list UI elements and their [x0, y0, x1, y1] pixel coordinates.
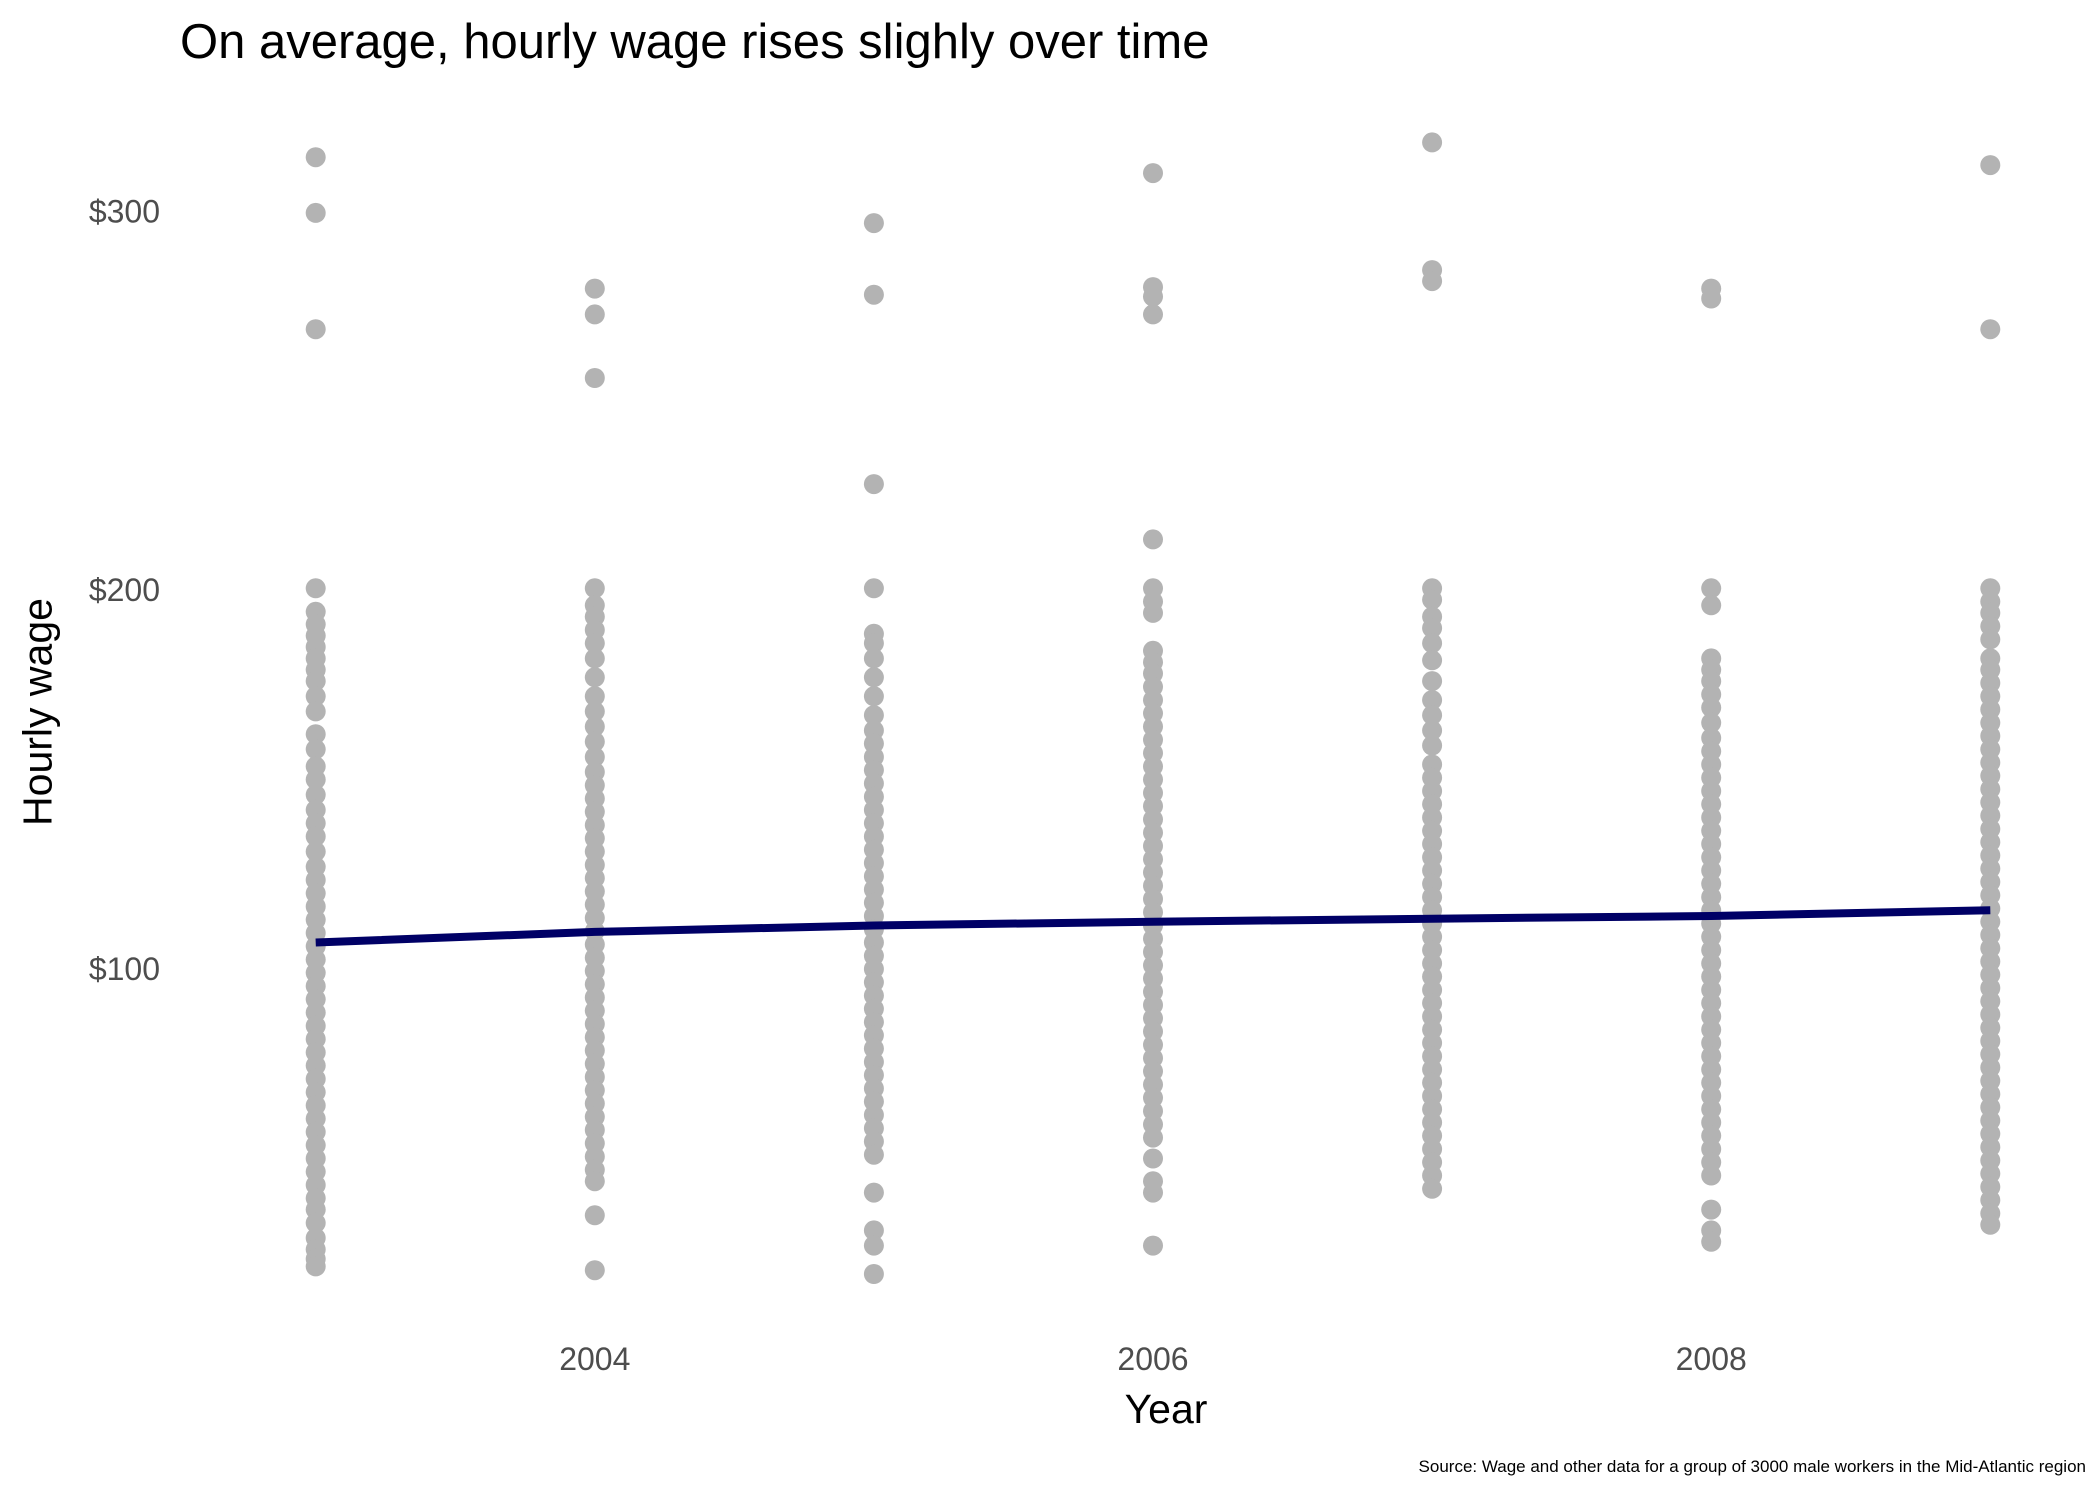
scatter-point: [584, 731, 605, 752]
scatter-point: [1143, 1127, 1163, 1148]
scatter-point: [1422, 671, 1443, 692]
scatter-point: [305, 769, 326, 790]
scatter-point: [1980, 629, 2001, 650]
trend-line-layer: [315, 906, 1991, 947]
scatter-point: [863, 648, 884, 669]
scatter-point: [584, 1205, 605, 1226]
y-tick-label: $200: [89, 572, 160, 608]
scatter-point: [1701, 578, 1722, 599]
scatter-point: [1701, 595, 1722, 616]
scatter-point: [1143, 163, 1163, 184]
scatter-point: [1143, 1182, 1163, 1203]
scatter-point: [863, 1220, 884, 1241]
y-axis-ticks: $100 $200 $300: [89, 193, 160, 987]
scatter-point: [1143, 286, 1163, 307]
scatter-point: [1422, 650, 1443, 671]
scatter-point: [584, 1260, 605, 1281]
chart-title: On average, hourly wage rises slighly ov…: [180, 15, 1210, 69]
scatter-point: [584, 686, 605, 707]
scatter-point: [584, 304, 605, 325]
scatter-point: [584, 368, 605, 388]
scatter-point: [584, 278, 605, 299]
scatter-point: [1422, 633, 1443, 654]
scatter-point: [1422, 705, 1443, 726]
scatter-point: [863, 213, 884, 234]
scatter-point: [305, 724, 326, 745]
scatter-point: [1422, 735, 1443, 756]
scatter-point: [1701, 288, 1722, 309]
scatter-point: [305, 202, 326, 223]
scatter-point: [1980, 1214, 2001, 1235]
scatter-point: [305, 739, 326, 760]
scatter-point: [584, 578, 605, 599]
scatter-point: [1143, 1148, 1163, 1169]
scatter-point: [863, 474, 884, 495]
scatter-point: [1980, 319, 2001, 340]
scatter-point: [1143, 304, 1163, 325]
scatter-point: [584, 648, 605, 669]
trend-line: [315, 906, 1991, 947]
scatter-point: [584, 716, 605, 737]
data-points: [305, 132, 2001, 1284]
scatter-point: [1701, 1199, 1722, 1220]
scatter-point: [305, 147, 326, 168]
scatter-point: [863, 1182, 884, 1203]
scatter-point: [1143, 1235, 1163, 1256]
scatter-point: [863, 284, 884, 305]
scatter-point: [305, 686, 326, 707]
x-axis-title: Year: [1124, 1386, 1208, 1432]
scatter-point: [1422, 271, 1443, 292]
x-tick-label: 2006: [1117, 1341, 1188, 1377]
scatter-point: [305, 701, 326, 722]
y-tick-label: $300: [89, 193, 160, 229]
x-axis-ticks: 2004 2006 2008: [559, 1341, 1747, 1377]
scatter-point: [1422, 618, 1443, 639]
scatter-point: [863, 578, 884, 599]
scatter-point: [1422, 132, 1443, 153]
scatter-point: [584, 1171, 605, 1192]
y-tick-label: $100: [89, 951, 160, 987]
scatter-point: [863, 1144, 884, 1165]
scatter-point: [1701, 712, 1722, 733]
scatter-point: [1701, 697, 1722, 718]
scatter-point: [863, 705, 884, 726]
x-tick-label: 2008: [1676, 1341, 1747, 1377]
scatter-point: [305, 826, 326, 847]
scatter-point: [584, 633, 605, 654]
scatter-point: [863, 686, 884, 707]
scatter-point: [305, 319, 326, 340]
scatter-point: [584, 746, 605, 767]
scatter-point: [584, 667, 605, 688]
scatter-point: [863, 1235, 884, 1256]
scatter-point: [1422, 690, 1443, 711]
scatter-point: [1980, 155, 2001, 176]
scatter-point: [863, 1264, 884, 1284]
scatter-point: [305, 578, 326, 599]
scatter-point: [1701, 1231, 1722, 1252]
scatter-point: [1422, 589, 1443, 610]
scatter-point: [584, 701, 605, 722]
scatter-point: [1143, 529, 1163, 550]
source-caption: Source: Wage and other data for a group …: [1418, 1457, 2086, 1476]
y-axis-title: Hourly wage: [14, 598, 61, 826]
scatter-point: [305, 1256, 326, 1277]
x-tick-label: 2004: [559, 1341, 630, 1377]
scatter-point: [1422, 720, 1443, 741]
scatter-point: [863, 667, 884, 688]
scatter-point: [1422, 1178, 1443, 1199]
scatter-point: [1143, 602, 1163, 623]
scatter-point: [305, 671, 326, 692]
scatter-point: [305, 1212, 326, 1233]
scatter-point: [305, 784, 326, 805]
scatter-point: [305, 841, 326, 862]
scatter-point: [863, 633, 884, 654]
scatter-point: [1701, 1165, 1722, 1186]
